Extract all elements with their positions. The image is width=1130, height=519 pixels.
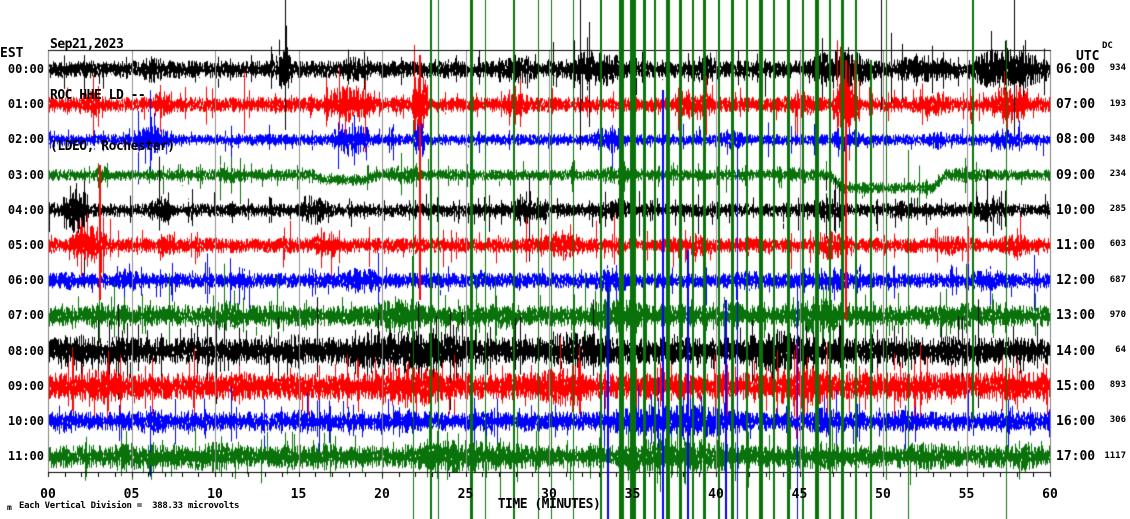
est-hour-label: 05:00	[7, 237, 44, 252]
dc-offset-value: 603	[1109, 239, 1126, 250]
utc-hour-label: 12:00	[1056, 273, 1096, 289]
dc-offset-value: 193	[1109, 98, 1126, 109]
est-hour-label: 09:00	[7, 378, 44, 393]
est-hour-label: 03:00	[7, 167, 44, 182]
est-hour-label: 02:00	[7, 132, 44, 147]
dc-offset-value: 970	[1109, 309, 1126, 320]
dc-offset-value: 934	[1109, 63, 1126, 74]
dc-offset-value: 64	[1115, 345, 1126, 355]
est-hour-label: 07:00	[7, 308, 44, 323]
dc-offset-value: 306	[1109, 415, 1126, 426]
utc-hour-label: 15:00	[1056, 378, 1096, 394]
utc-hour-label: 06:00	[1056, 61, 1096, 77]
est-axis-label: EST	[0, 46, 24, 61]
x-axis-tick-label: 45	[791, 487, 808, 502]
est-hour-label: 10:00	[7, 413, 44, 428]
utc-hour-label: 11:00	[1056, 237, 1096, 253]
utc-axis-label: UTC	[1076, 49, 1100, 64]
scale-note: Each Vertical Division = 388.33 microvol…	[19, 501, 240, 511]
plot-header: Sep21,2023 ROC HHE LD -- (LDEO, Rocheste…	[50, 2, 175, 189]
utc-hour-label: 16:00	[1056, 413, 1096, 429]
x-axis-tick-label: 35	[624, 487, 641, 502]
utc-hour-label: 07:00	[1056, 97, 1096, 113]
x-axis-tick-label: 30	[541, 487, 557, 502]
est-hour-label: 00:00	[7, 61, 44, 76]
footer-mark: m	[7, 503, 12, 512]
x-axis-tick-label: 50	[875, 487, 891, 502]
est-hour-label: 06:00	[7, 273, 44, 288]
dc-offset-value: 348	[1109, 133, 1126, 144]
utc-hour-label: 14:00	[1056, 343, 1096, 359]
utc-hour-label: 13:00	[1056, 308, 1096, 324]
est-hour-label: 08:00	[7, 343, 44, 358]
dc-offset-value: 234	[1109, 169, 1126, 179]
est-hour-label: 11:00	[7, 449, 44, 464]
x-axis-tick-label: 25	[457, 487, 474, 502]
utc-hour-label: 10:00	[1056, 202, 1096, 218]
dc-offset-value: 1117	[1104, 450, 1126, 461]
utc-hour-label: 08:00	[1056, 132, 1096, 148]
x-axis-tick-label: 10	[207, 487, 223, 502]
utc-hour-label: 17:00	[1056, 449, 1096, 465]
x-axis-tick-label: 60	[1042, 487, 1058, 502]
x-axis-tick-label: 00	[40, 487, 56, 502]
header-date: Sep21,2023	[50, 37, 124, 52]
x-axis-tick-label: 05	[123, 487, 140, 502]
header-station: ROC HHE LD --	[50, 88, 146, 103]
est-hour-label: 04:00	[7, 202, 44, 217]
dc-offset-value: 893	[1109, 380, 1126, 391]
x-axis-title: TIME (MINUTES)	[497, 497, 601, 512]
dc-column-label: DC	[1102, 41, 1113, 51]
x-axis-tick-label: 20	[374, 487, 390, 502]
dc-offset-value: 687	[1109, 274, 1126, 285]
dc-offset-value: 285	[1109, 204, 1126, 215]
utc-hour-label: 09:00	[1056, 167, 1096, 183]
x-axis-tick-label: 15	[290, 487, 307, 502]
x-axis-tick-label: 40	[708, 487, 724, 502]
x-axis-tick-label: 55	[958, 487, 975, 502]
est-hour-label: 01:00	[7, 97, 44, 112]
header-location: (LDEO, Rochester)	[50, 139, 175, 154]
